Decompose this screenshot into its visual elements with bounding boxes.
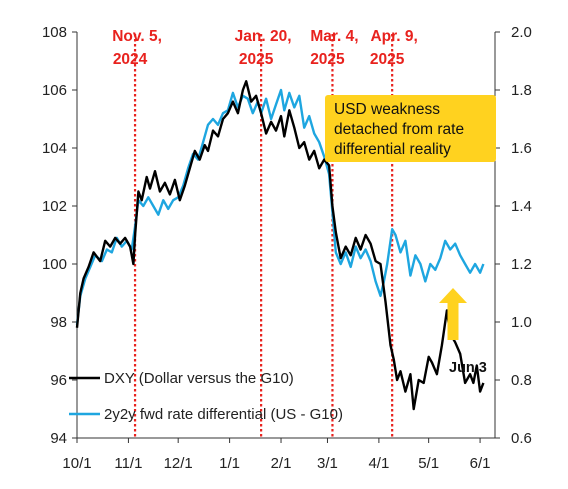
x-tick-label: 4/1 xyxy=(368,455,389,472)
callout-line-3: differential reality xyxy=(334,141,451,158)
event-label-date: Nov. 5, xyxy=(112,28,162,45)
left-tick-label: 96 xyxy=(50,372,67,389)
x-tick-label: 1/1 xyxy=(219,455,240,472)
callout-box: USD weakness detached from rate differen… xyxy=(325,95,496,162)
right-tick-label: 0.8 xyxy=(511,372,532,389)
series-lines xyxy=(75,80,485,411)
jun-3-label: Jun 3 xyxy=(449,360,487,376)
event-label-date: Apr. 9, xyxy=(370,28,417,45)
callout-line-2: detached from rate xyxy=(334,121,464,138)
dxy-series-line xyxy=(75,80,485,411)
right-tick-label: 1.8 xyxy=(511,82,532,99)
x-tick-label: 5/1 xyxy=(418,455,439,472)
x-tick-label: 3/1 xyxy=(317,455,338,472)
event-label-date: Mar. 4, xyxy=(310,28,358,45)
x-axis-ticks: 10/1 11/1 12/1 1/1 2/1 3/1 4/1 5/1 6/1 xyxy=(62,438,491,472)
up-arrow-shape xyxy=(439,288,467,340)
left-axis-ticks: 94 96 98 100 102 104 106 108 xyxy=(42,24,77,447)
x-tick-label: 12/1 xyxy=(164,455,193,472)
callout-line-1: USD weakness xyxy=(334,101,440,118)
event-label-year: 2025 xyxy=(239,51,274,68)
right-axis-ticks: 0.6 0.8 1.0 1.2 1.4 1.6 1.8 2.0 xyxy=(495,24,532,447)
event-label-year: 2025 xyxy=(370,51,405,68)
left-tick-label: 94 xyxy=(50,430,67,447)
left-tick-label: 102 xyxy=(42,198,67,215)
legend-label: DXY (Dollar versus the G10) xyxy=(104,370,294,387)
x-tick-label: 6/1 xyxy=(470,455,491,472)
callout-background xyxy=(325,95,496,162)
left-tick-label: 100 xyxy=(42,256,67,273)
right-tick-label: 1.2 xyxy=(511,256,532,273)
right-tick-label: 0.6 xyxy=(511,430,532,447)
left-tick-label: 98 xyxy=(50,314,67,331)
right-tick-label: 2.0 xyxy=(511,24,532,41)
right-tick-label: 1.4 xyxy=(511,198,532,215)
left-tick-label: 106 xyxy=(42,82,67,99)
event-label-year: 2025 xyxy=(310,51,345,68)
x-tick-label: 10/1 xyxy=(62,455,91,472)
event-label-year: 2024 xyxy=(113,51,148,68)
left-tick-label: 104 xyxy=(42,140,67,157)
left-tick-label: 108 xyxy=(42,24,67,41)
x-tick-label: 11/1 xyxy=(114,455,142,472)
up-arrow-icon xyxy=(439,288,467,340)
legend: DXY (Dollar versus the G10) 2y2y fwd rate… xyxy=(69,370,343,423)
rate-differential-series-line xyxy=(75,88,485,326)
right-tick-label: 1.6 xyxy=(511,140,532,157)
event-label-date: Jan. 20, xyxy=(235,28,292,45)
legend-label: 2y2y fwd rate differential (US - G10) xyxy=(104,406,343,423)
x-tick-label: 2/1 xyxy=(271,455,292,472)
right-tick-label: 1.0 xyxy=(511,314,532,331)
